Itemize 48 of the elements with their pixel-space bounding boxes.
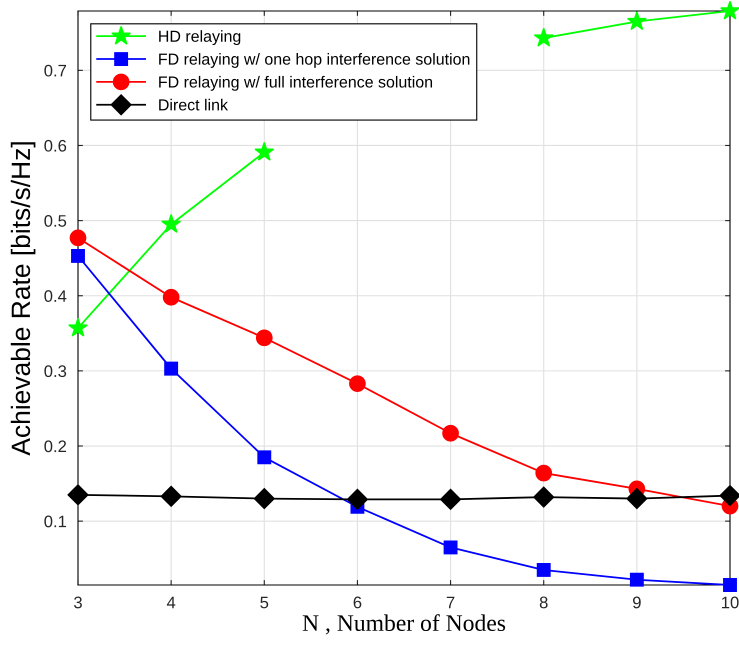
x-tick-label: 8: [540, 596, 548, 608]
y-tick-label: 0.6: [44, 140, 66, 152]
point: [626, 11, 647, 30]
y-axis-title: Achievable Rate [bits/s/Hz]: [10, 142, 36, 456]
point: [535, 464, 552, 482]
point: [533, 486, 554, 508]
y-tick-label: 0.1: [44, 516, 66, 528]
point: [626, 488, 648, 510]
point: [630, 572, 644, 587]
point: [254, 142, 274, 161]
y-tick-label: 0.3: [44, 365, 66, 378]
x-tick-label: 4: [166, 596, 176, 608]
point: [160, 486, 182, 507]
x-tick-label: 5: [260, 596, 268, 608]
legend-label: FD relaying w/ one hop interference solution: [159, 53, 470, 68]
point: [346, 488, 368, 510]
legend-label: FD relaying w/ full interference solution: [159, 76, 432, 91]
x-tick-label: 3: [74, 596, 82, 608]
point: [254, 488, 275, 510]
x-tick-label: 7: [446, 596, 454, 608]
y-tick-label: 0.2: [44, 440, 66, 452]
point: [164, 362, 178, 376]
y-tick-label: 0.5: [44, 215, 66, 227]
point: [257, 450, 272, 464]
legend-label: Direct link: [159, 98, 228, 111]
point: [256, 329, 273, 346]
x-axis-title: N , Number of Nodes: [302, 614, 506, 634]
point: [440, 488, 462, 510]
point: [68, 318, 88, 337]
y-tick-label: 0.7: [44, 64, 66, 77]
point: [349, 375, 366, 392]
point: [161, 214, 182, 233]
point: [536, 563, 551, 577]
point: [442, 424, 459, 442]
legend-label: HD relaying: [159, 30, 240, 46]
x-tick-label: 6: [354, 596, 362, 608]
x-tick-label: 10: [722, 596, 739, 608]
point: [70, 230, 86, 246]
point: [67, 484, 89, 506]
point: [444, 540, 458, 554]
point: [723, 578, 737, 592]
point: [719, 485, 739, 506]
point: [720, 0, 739, 20]
point: [162, 288, 180, 306]
y-tick-label: 0.4: [44, 290, 66, 302]
point: [534, 28, 554, 47]
point: [71, 248, 85, 263]
x-tick-label: 9: [633, 596, 641, 608]
